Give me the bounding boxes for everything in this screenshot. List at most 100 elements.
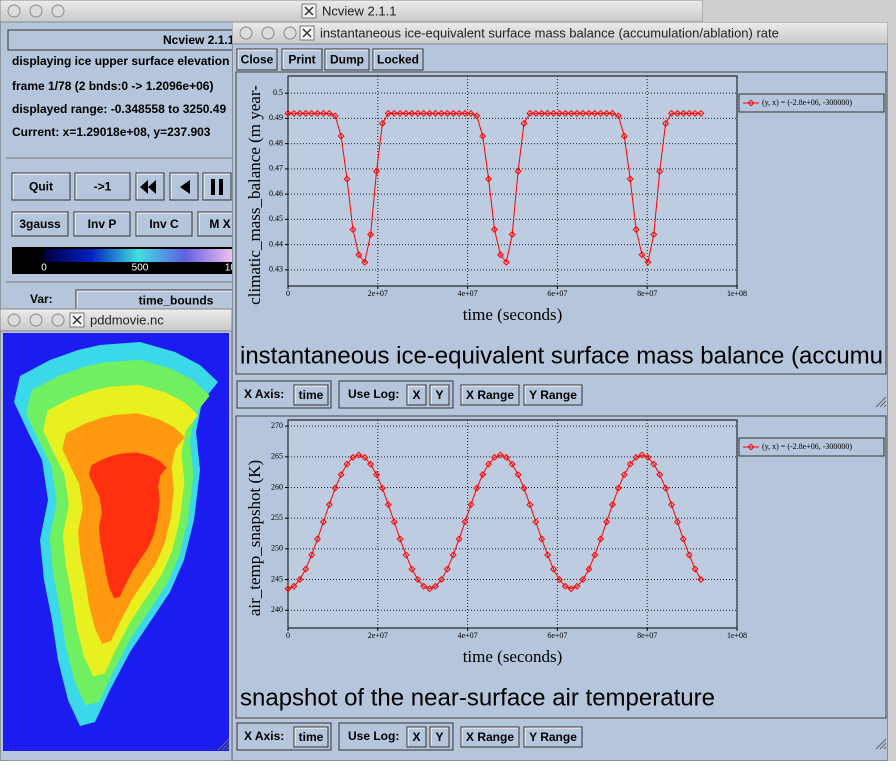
log-y-button[interactable]: Y <box>435 730 443 744</box>
data-point <box>538 109 546 117</box>
title-bar <box>232 22 888 45</box>
x-axis-button-bevel <box>294 727 327 746</box>
data-point <box>691 109 699 117</box>
x-axis-button-bg[interactable] <box>293 384 329 406</box>
plot-button-bevel <box>282 49 321 69</box>
data-point <box>608 109 616 117</box>
y-range-button[interactable]: Y Range <box>529 388 577 402</box>
window-button[interactable] <box>7 4 21 18</box>
var-button[interactable]: time_bounds <box>139 294 214 308</box>
log-x-button-bg[interactable] <box>406 726 427 748</box>
log-x-button[interactable]: X <box>412 730 420 744</box>
data-point <box>632 225 640 233</box>
plot-button[interactable]: Print <box>288 53 315 67</box>
first-frame-button-bg[interactable] <box>74 172 131 201</box>
y-tick-label: 0.46 <box>269 189 283 198</box>
quit-button-bg[interactable] <box>11 172 71 201</box>
log-y-button-bevel <box>430 727 448 746</box>
option-button[interactable]: Inv P <box>88 217 117 231</box>
data-point <box>361 453 369 461</box>
y-range-button[interactable]: Y Range <box>529 730 577 744</box>
x-icon-glyph <box>302 28 312 38</box>
data-point <box>396 535 404 543</box>
colorbar <box>44 249 232 262</box>
log-y-button[interactable]: Y <box>435 388 443 402</box>
pause-button-bg[interactable] <box>202 172 232 201</box>
data-point <box>473 484 481 492</box>
data-point <box>308 551 316 559</box>
map-window: pddmovie.nc <box>0 308 233 762</box>
data-point <box>614 484 622 492</box>
data-point <box>467 109 475 117</box>
option-button[interactable]: M X <box>209 217 230 231</box>
log-x-button-bg[interactable] <box>406 384 427 406</box>
option-button-bg[interactable] <box>135 211 193 237</box>
x-range-button-bg[interactable] <box>460 384 520 406</box>
log-y-button-bg[interactable] <box>429 384 450 406</box>
option-button[interactable]: 3gauss <box>19 217 61 231</box>
data-point <box>449 551 457 559</box>
data-point <box>384 501 392 509</box>
option-button-bg[interactable] <box>11 211 69 237</box>
y-tick-label: 255 <box>271 513 283 522</box>
option-button-bg[interactable] <box>73 211 131 237</box>
data-point <box>508 460 516 468</box>
data-point <box>461 518 469 526</box>
window-button[interactable] <box>283 26 297 40</box>
first-frame-button[interactable]: ->1 <box>94 180 112 194</box>
window-button[interactable] <box>51 313 65 327</box>
plot-button[interactable]: Close <box>241 53 274 67</box>
log-x-button[interactable]: X <box>412 388 420 402</box>
window-button[interactable] <box>29 4 43 18</box>
y-tick-label: 0.44 <box>269 239 283 248</box>
plot-button[interactable]: Dump <box>330 53 364 67</box>
window-button[interactable] <box>7 313 21 327</box>
data-point <box>443 109 451 117</box>
quit-button[interactable]: Quit <box>29 180 53 194</box>
data-point <box>638 451 646 459</box>
data-point <box>579 576 587 584</box>
plot-button-bg[interactable] <box>236 48 278 71</box>
data-point <box>685 551 693 559</box>
plot-button-bg[interactable] <box>324 48 370 71</box>
window-button[interactable] <box>51 4 65 18</box>
data-point <box>502 258 510 266</box>
y-range-button-bg[interactable] <box>523 726 583 748</box>
var-label: Var: <box>30 292 53 306</box>
x-icon-glyph <box>72 315 82 325</box>
chart-title: snapshot of the near-surface air tempera… <box>240 684 715 711</box>
data-point <box>549 565 558 573</box>
data-point <box>650 231 658 239</box>
y-axis-title: air_temp_snapshot (K) <box>245 460 264 616</box>
x-range-button[interactable]: X Range <box>466 730 514 744</box>
plot-button-bg[interactable] <box>281 48 323 71</box>
plot-button[interactable]: Locked <box>377 53 419 67</box>
log-y-button-bg[interactable] <box>429 726 450 748</box>
x-range-button[interactable]: X Range <box>466 388 514 402</box>
x-range-button-bg[interactable] <box>460 726 520 748</box>
data-point <box>319 518 327 526</box>
x-range-button-bevel <box>461 727 518 746</box>
x-axis-label: X Axis: <box>244 729 284 743</box>
data-point <box>349 453 357 461</box>
x-axis-button-bevel <box>294 385 327 404</box>
data-point <box>544 109 552 117</box>
x-axis-button[interactable]: time <box>299 388 324 402</box>
data-point <box>378 119 386 127</box>
data-point <box>697 109 705 117</box>
y-range-button-bg[interactable] <box>523 384 583 406</box>
window-button[interactable] <box>29 313 43 327</box>
window-button[interactable] <box>261 26 275 40</box>
option-button[interactable]: Inv C <box>149 217 179 231</box>
x-axis-button-bg[interactable] <box>293 726 329 748</box>
plot-button-bg[interactable] <box>372 48 424 71</box>
back-button-bg[interactable] <box>169 172 199 201</box>
data-point <box>290 582 298 590</box>
data-point <box>361 258 369 266</box>
data-point <box>490 453 499 461</box>
x-tick-label: 0 <box>286 631 290 640</box>
data-point <box>520 119 528 127</box>
window-button[interactable] <box>239 26 253 40</box>
x-axis-button[interactable]: time <box>299 730 324 744</box>
chart-title: instantaneous ice-equivalent surface mas… <box>240 342 883 369</box>
